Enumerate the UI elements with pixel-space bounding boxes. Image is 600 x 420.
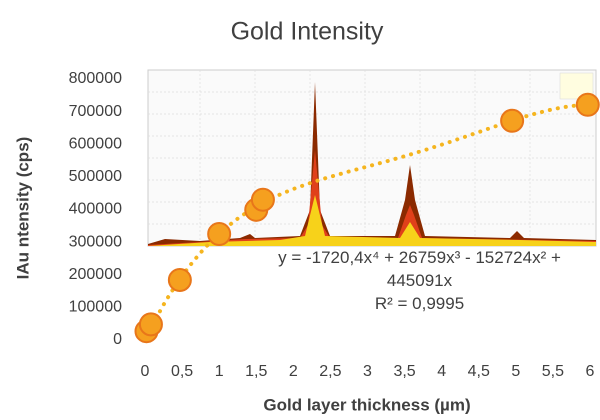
data-point xyxy=(169,269,191,291)
r-squared: R² = 0,9995 xyxy=(247,292,592,315)
x-tick-label: 0 xyxy=(141,363,150,380)
y-tick-label: 400000 xyxy=(69,201,122,218)
y-axis-label: IAu ntensity (cps) xyxy=(13,137,32,280)
x-tick-label: 5 xyxy=(511,363,520,380)
trendline-label: y = -1720,4x⁴ + 26759x³ - 152724x² + 445… xyxy=(247,246,592,326)
spectrum-inset xyxy=(148,70,596,246)
x-tick-label: 1 xyxy=(215,363,224,380)
x-tick-label: 4 xyxy=(437,363,446,380)
y-tick-label: 600000 xyxy=(69,135,122,152)
x-tick-label: 2,5 xyxy=(319,363,341,380)
data-point xyxy=(140,313,162,335)
y-tick-label: 0 xyxy=(113,331,122,348)
x-tick-label: 2 xyxy=(289,363,298,380)
x-tick-label: 3,5 xyxy=(393,363,415,380)
x-tick-label: 5,5 xyxy=(542,363,564,380)
y-tick-label: 100000 xyxy=(69,299,122,316)
x-tick-label: 6 xyxy=(586,363,595,380)
x-tick-label: 0,5 xyxy=(171,363,193,380)
x-axis-label: Gold layer thickness (µm) xyxy=(263,395,470,414)
data-point xyxy=(501,110,523,132)
x-tick-label: 4,5 xyxy=(468,363,490,380)
chart-title: Gold Intensity xyxy=(231,18,384,46)
y-tick-label: 500000 xyxy=(69,168,122,185)
x-tick-label: 3 xyxy=(363,363,372,380)
chart: Gold Intensity IAu ntensity (cps) Gold l… xyxy=(0,0,600,420)
trendline-equation: y = -1720,4x⁴ + 26759x³ - 152724x² + 445… xyxy=(247,246,592,292)
y-tick-label: 200000 xyxy=(69,266,122,283)
data-point xyxy=(252,189,274,211)
y-tick-label: 700000 xyxy=(69,103,122,120)
data-point xyxy=(577,94,599,116)
y-tick-label: 800000 xyxy=(69,70,122,87)
y-tick-label: 300000 xyxy=(69,233,122,250)
data-point xyxy=(208,223,230,245)
x-tick-label: 1,5 xyxy=(245,363,267,380)
